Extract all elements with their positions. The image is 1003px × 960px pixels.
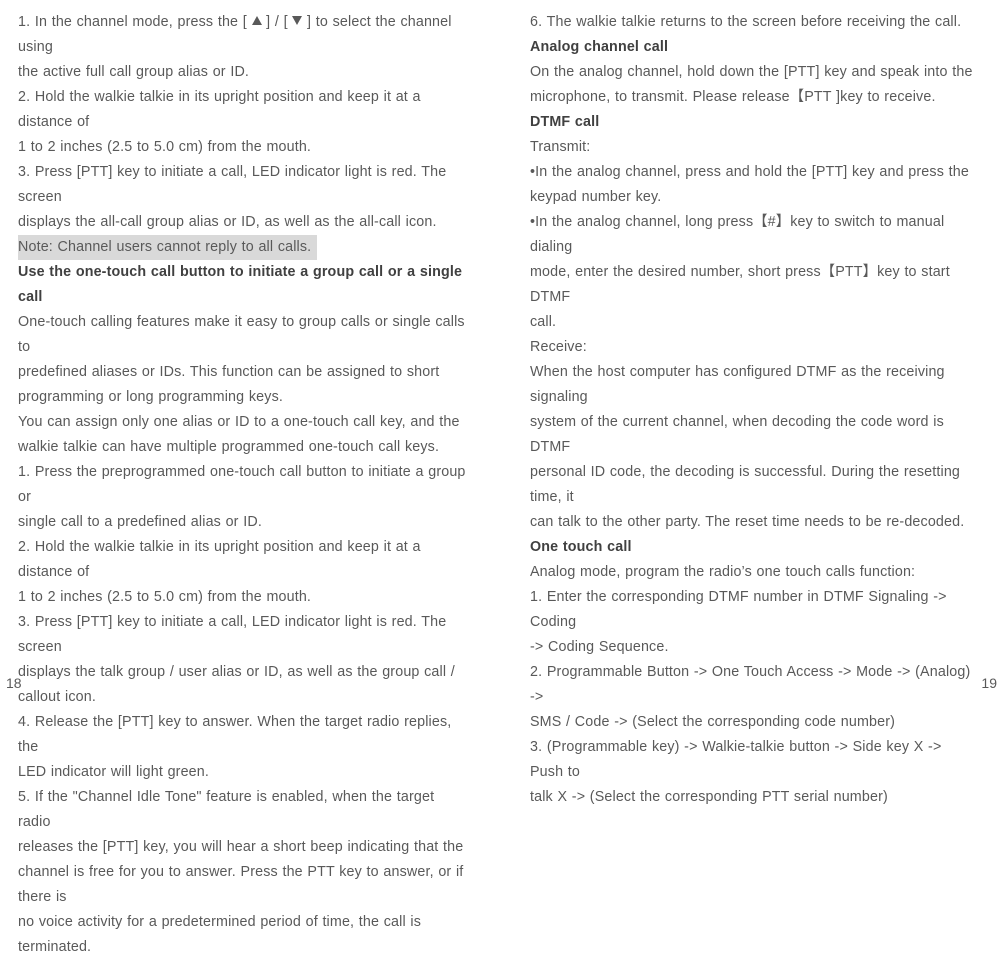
note-highlight: Note: Channel users cannot reply to all …: [18, 235, 317, 260]
note-text: Note: Channel users cannot reply to all …: [18, 235, 466, 260]
body-text: 4. Release the [PTT] key to answer. When…: [18, 710, 466, 760]
body-text: 2. Programmable Button -> One Touch Acce…: [530, 660, 978, 710]
section-heading: One touch call: [530, 535, 978, 560]
body-text: 1 to 2 inches (2.5 to 5.0 cm) from the m…: [18, 585, 466, 610]
body-text: -> Coding Sequence.: [530, 635, 978, 660]
page-number-right: 19: [981, 675, 997, 691]
body-text: mode, enter the desired number, short pr…: [530, 260, 978, 310]
body-text: programming or long programming keys.: [18, 385, 466, 410]
body-text: One-touch calling features make it easy …: [18, 310, 466, 360]
body-text: 2. Hold the walkie talkie in its upright…: [18, 535, 466, 585]
body-text: predefined aliases or IDs. This function…: [18, 360, 466, 385]
body-text: single call to a predefined alias or ID.: [18, 510, 466, 535]
body-text: callout icon.: [18, 685, 466, 710]
section-heading: Analog channel call: [530, 35, 978, 60]
right-column: 6. The walkie talkie returns to the scre…: [498, 10, 978, 685]
body-text: When the host computer has configured DT…: [530, 360, 978, 410]
body-text: the active full call group alias or ID.: [18, 60, 466, 85]
section-heading: Use the one-touch call button to initiat…: [18, 260, 466, 310]
body-text: releases the [PTT] key, you will hear a …: [18, 835, 466, 860]
body-text: no voice activity for a predetermined pe…: [18, 910, 466, 960]
triangle-up-icon: [252, 16, 262, 25]
body-text: keypad number key.: [530, 185, 978, 210]
body-text: •In the analog channel, press and hold t…: [530, 160, 978, 185]
text-fragment: 1. In the channel mode, press the [: [18, 14, 247, 30]
body-text: can talk to the other party. The reset t…: [530, 510, 978, 535]
body-text: 1. Enter the corresponding DTMF number i…: [530, 585, 978, 635]
body-text: Receive:: [530, 335, 978, 360]
body-text: 6. The walkie talkie returns to the scre…: [530, 10, 978, 35]
body-text: talk X -> (Select the corresponding PTT …: [530, 785, 978, 810]
body-text: •In the analog channel, long press【#】key…: [530, 210, 978, 260]
body-text: system of the current channel, when deco…: [530, 410, 978, 460]
page-number-left: 18: [6, 675, 22, 691]
body-text: 5. If the "Channel Idle Tone" feature is…: [18, 785, 466, 835]
body-text: LED indicator will light green.: [18, 760, 466, 785]
manual-page-spread: 1. In the channel mode, press the [ ] / …: [0, 0, 1003, 693]
body-text: SMS / Code -> (Select the corresponding …: [530, 710, 978, 735]
triangle-down-icon: [292, 16, 302, 25]
body-text: 1 to 2 inches (2.5 to 5.0 cm) from the m…: [18, 135, 466, 160]
body-text: displays the talk group / user alias or …: [18, 660, 466, 685]
body-text: displays the all-call group alias or ID,…: [18, 210, 466, 235]
section-heading: DTMF call: [530, 110, 978, 135]
body-text: 3. (Programmable key) -> Walkie-talkie b…: [530, 735, 978, 785]
body-text: Transmit:: [530, 135, 978, 160]
body-text: microphone, to transmit. Please release【…: [530, 85, 978, 110]
body-text: On the analog channel, hold down the [PT…: [530, 60, 978, 85]
left-column: 1. In the channel mode, press the [ ] / …: [18, 10, 498, 685]
body-text: Analog mode, program the radio’s one tou…: [530, 560, 978, 585]
body-text: 3. Press [PTT] key to initiate a call, L…: [18, 610, 466, 660]
body-text: channel is free for you to answer. Press…: [18, 860, 466, 910]
body-text: call.: [530, 310, 978, 335]
body-text: 1. In the channel mode, press the [ ] / …: [18, 10, 466, 60]
body-text: personal ID code, the decoding is succes…: [530, 460, 978, 510]
text-fragment: ] / [: [266, 14, 288, 30]
body-text: You can assign only one alias or ID to a…: [18, 410, 466, 435]
body-text: 1. Press the preprogrammed one-touch cal…: [18, 460, 466, 510]
body-text: walkie talkie can have multiple programm…: [18, 435, 466, 460]
body-text: 3. Press [PTT] key to initiate a call, L…: [18, 160, 466, 210]
body-text: 2. Hold the walkie talkie in its upright…: [18, 85, 466, 135]
